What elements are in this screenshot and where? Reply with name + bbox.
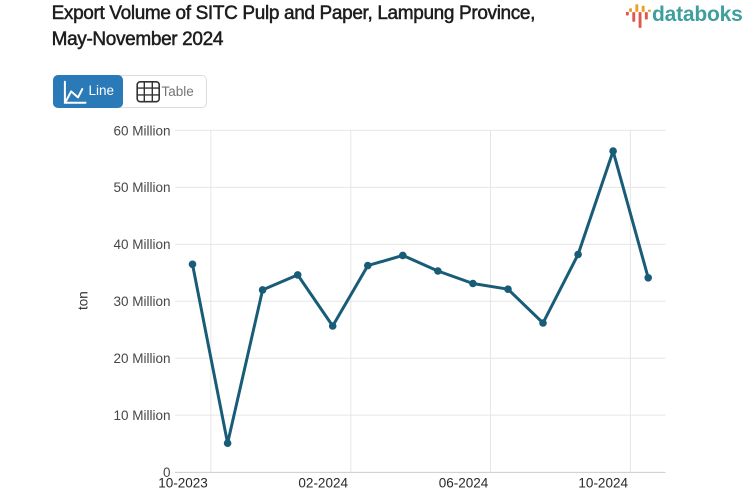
svg-text:50 Million: 50 Million — [113, 180, 170, 195]
svg-text:06-2024: 06-2024 — [439, 476, 489, 491]
svg-text:ton: ton — [75, 291, 90, 310]
svg-text:20 Million: 20 Million — [113, 351, 170, 366]
svg-text:10-2024: 10-2024 — [578, 476, 628, 491]
svg-text:40 Million: 40 Million — [113, 237, 170, 252]
svg-text:02-2024: 02-2024 — [298, 476, 348, 491]
svg-text:10-2023: 10-2023 — [158, 476, 208, 491]
svg-text:30 Million: 30 Million — [113, 294, 170, 309]
svg-text:0: 0 — [163, 465, 171, 480]
svg-text:60 Million: 60 Million — [113, 123, 170, 138]
svg-text:10 Million: 10 Million — [113, 408, 170, 423]
